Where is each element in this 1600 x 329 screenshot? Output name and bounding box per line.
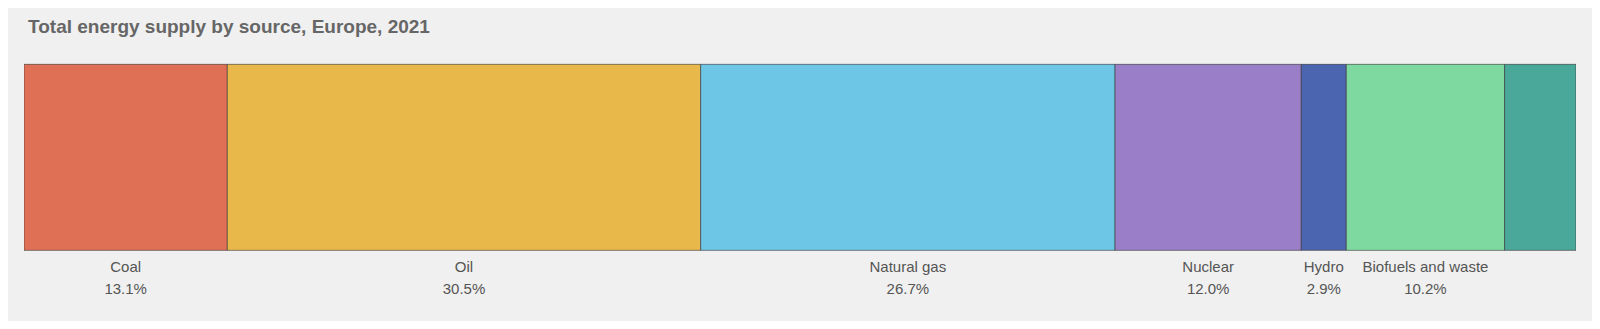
- svg-text:Coal: Coal: [110, 258, 141, 275]
- svg-text:30.5%: 30.5%: [443, 280, 486, 297]
- svg-text:Hydro: Hydro: [1304, 258, 1344, 275]
- svg-text:Natural gas: Natural gas: [870, 258, 947, 275]
- svg-text:Nuclear: Nuclear: [1182, 258, 1234, 275]
- svg-text:12.0%: 12.0%: [1187, 280, 1230, 297]
- svg-text:Biofuels and waste: Biofuels and waste: [1362, 258, 1488, 275]
- svg-text:26.7%: 26.7%: [887, 280, 930, 297]
- html-text:Total energy supply by source,: Total energy supply by source, Europe, 2…: [28, 16, 430, 37]
- svg-text:Oil: Oil: [455, 258, 473, 275]
- svg-text:2.9%: 2.9%: [1307, 280, 1341, 297]
- svg-text:10.2%: 10.2%: [1404, 280, 1447, 297]
- svg-text:13.1%: 13.1%: [104, 280, 147, 297]
